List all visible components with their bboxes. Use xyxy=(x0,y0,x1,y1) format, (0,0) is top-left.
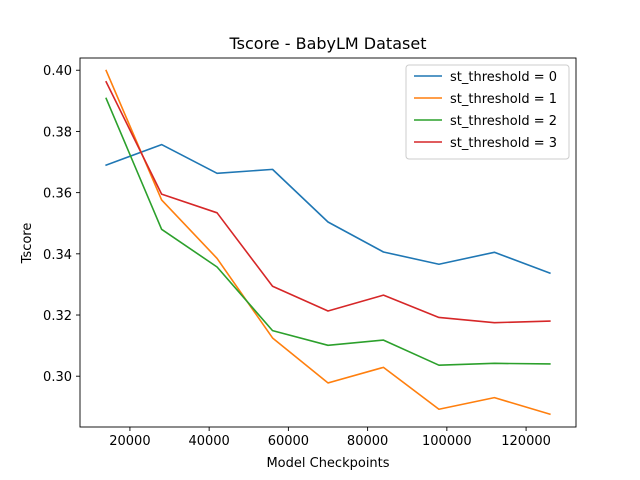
x-tick-label-3: 80000 xyxy=(347,434,388,449)
legend-label-1: st_threshold = 1 xyxy=(450,92,557,107)
legend-label-0: st_threshold = 0 xyxy=(450,70,557,85)
y-tick-label-0: 0.30 xyxy=(43,370,72,385)
chart-title: Tscore - BabyLM Dataset xyxy=(229,34,427,53)
series-line-1 xyxy=(105,69,551,416)
legend-label-3: st_threshold = 3 xyxy=(450,136,557,151)
series-line-3 xyxy=(105,80,551,324)
legend: st_threshold = 0 st_threshold = 1 st_thres… xyxy=(405,64,570,160)
y-tick-label-1: 0.32 xyxy=(43,309,72,324)
y-tick-label-3: 0.36 xyxy=(43,187,72,202)
y-tick-label-5: 0.40 xyxy=(43,64,72,79)
x-axis-title: Model Checkpoints xyxy=(266,456,389,471)
x-tick-label-1: 40000 xyxy=(188,434,229,449)
legend-box xyxy=(405,64,570,160)
x-tick-label-2: 60000 xyxy=(268,434,309,449)
x-tick-label-5: 120000 xyxy=(501,434,551,449)
y-tick-label-4: 0.38 xyxy=(43,125,72,140)
plot-area: 20000 40000 60000 80000 100000 120000 0.30 0.32… xyxy=(43,57,577,449)
y-axis-title: Tscore xyxy=(20,223,35,265)
series-line-2 xyxy=(105,97,551,366)
series-line-0 xyxy=(105,143,551,275)
legend-label-2: st_threshold = 2 xyxy=(450,114,557,129)
y-tick-label-2: 0.34 xyxy=(43,248,72,263)
axes-frame xyxy=(79,57,577,428)
x-tick-label-4: 100000 xyxy=(422,434,472,449)
x-tick-label-0: 20000 xyxy=(109,434,150,449)
